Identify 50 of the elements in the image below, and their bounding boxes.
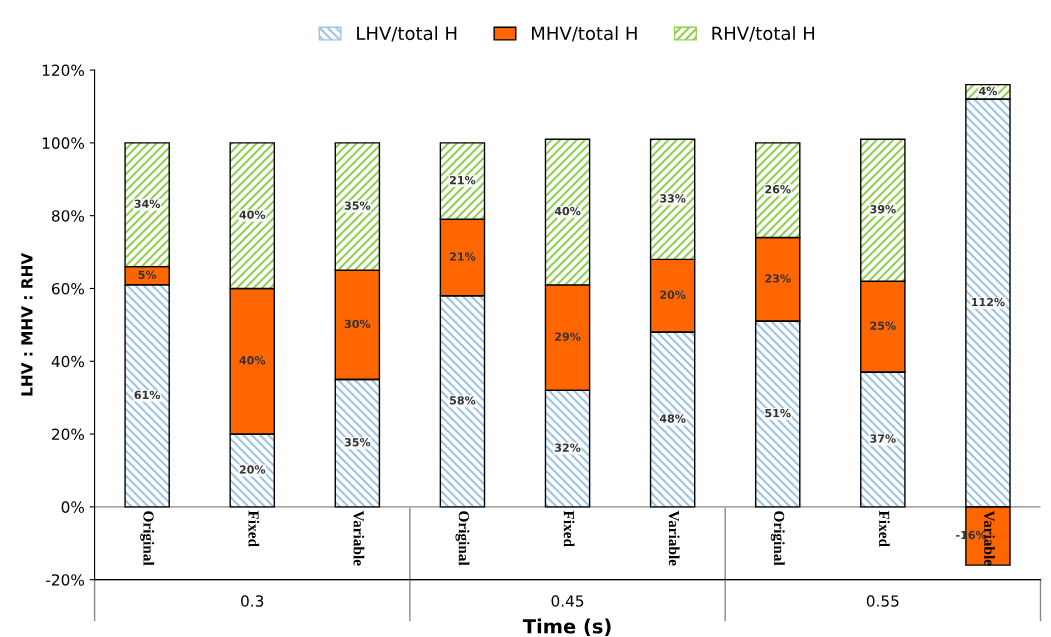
data-label: 40% [239, 356, 266, 365]
legend-label: LHV/total H [357, 26, 457, 42]
legend-label: MHV/total H [532, 26, 637, 42]
y-tick-label: 0% [61, 501, 85, 513]
data-label: 26% [765, 185, 791, 194]
data-label: 20% [660, 290, 686, 299]
y-tick-label: 60% [51, 282, 85, 295]
x-tick-label: Fixed [563, 510, 575, 547]
data-label: 61% [134, 390, 161, 400]
text: 0.45 [551, 595, 584, 607]
data-label: 23% [765, 274, 791, 283]
data-label: 25% [870, 321, 896, 330]
y-axis-title: LHV : MHV : RHV [21, 252, 33, 396]
text: 0.3 [241, 595, 264, 607]
y-tick-label: -20% [46, 574, 85, 586]
data-label: 48% [659, 414, 686, 423]
data-label: 32% [554, 443, 581, 452]
y-tick-label: 100% [42, 137, 85, 149]
x-tick-label: Fixed [248, 510, 260, 547]
data-label: 5% [138, 270, 157, 279]
legend-label: RHV/total H [712, 26, 815, 42]
x-axis-title: Time (s) [522, 618, 611, 636]
data-label: 40% [239, 210, 266, 219]
data-label: 33% [660, 194, 686, 203]
data-label: 34% [134, 199, 161, 208]
y-tick-label: 120% [42, 64, 85, 77]
data-label: 21% [450, 175, 476, 185]
data-label: 35% [344, 201, 371, 210]
y-tick-label: 80% [51, 210, 85, 222]
x-tick-label: Original [770, 511, 785, 566]
data-label: 58% [450, 396, 476, 405]
data-label: 112% [972, 297, 1005, 307]
data-label: 20% [239, 465, 266, 474]
x-tick-label: Original [455, 511, 470, 566]
data-label: 51% [765, 408, 791, 418]
data-label: 37% [870, 434, 896, 443]
data-label: 21% [450, 252, 476, 261]
data-label: 35% [344, 437, 371, 447]
data-label: 4% [979, 86, 998, 96]
x-tick-label: Original [140, 511, 155, 566]
y-tick-label: 20% [52, 428, 85, 441]
text: 0.55 [866, 595, 899, 607]
x-tick-label: Variable [668, 510, 680, 566]
data-label: 29% [555, 332, 581, 341]
data-label: 30% [344, 319, 371, 329]
data-label: 40% [554, 206, 581, 216]
x-tick-label: Fixed [879, 510, 890, 547]
x-tick-label: Variable [353, 510, 365, 566]
data-label: 39% [870, 205, 896, 214]
y-tick-label: 40% [51, 355, 85, 368]
